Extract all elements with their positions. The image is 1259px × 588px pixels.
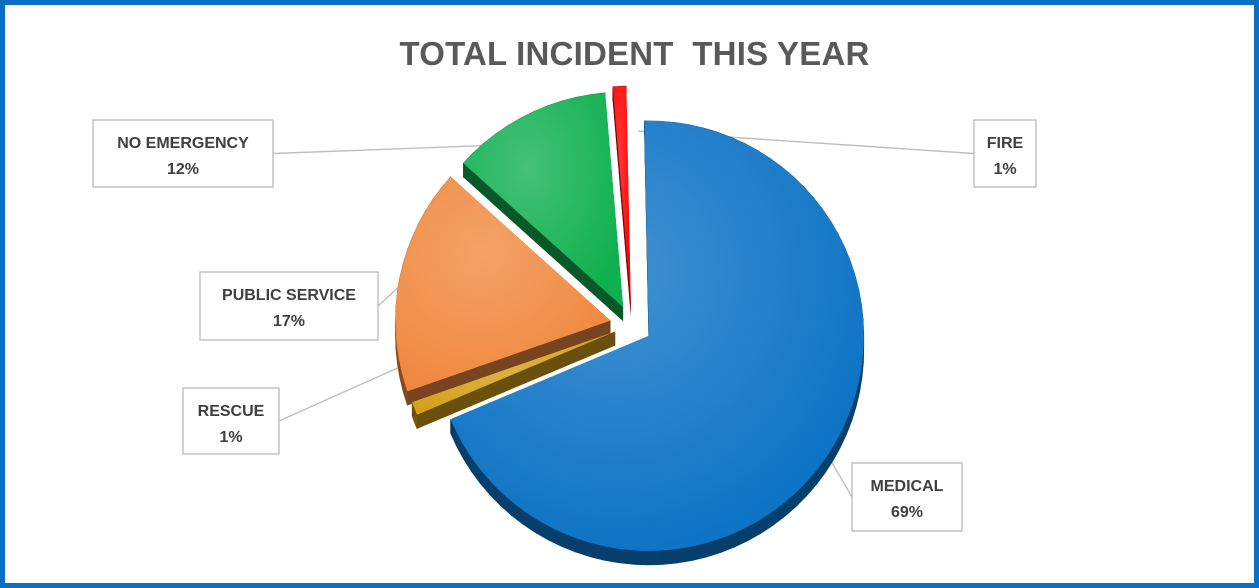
data-label-no-emergency: NO EMERGENCY (117, 135, 249, 152)
callout-box-no-emergency (92, 119, 274, 188)
callout-box-public-service (199, 271, 379, 341)
pie-wall-medical (633, 550, 649, 566)
data-value-public-service: 17% (273, 313, 305, 330)
callout-box-fire (973, 119, 1037, 188)
pie-gloss-rescue (412, 331, 616, 415)
data-label-public-service: PUBLIC SERVICE (222, 287, 356, 304)
pie-gloss-no-emergency (463, 92, 624, 308)
callout-box-rescue (182, 387, 280, 455)
data-label-rescue: RESCUE (198, 403, 265, 420)
data-value-medical: 69% (891, 504, 923, 521)
pie-edge-no-emergency (463, 163, 624, 322)
data-value-rescue: 1% (219, 429, 242, 446)
pie-gloss-public-service (395, 176, 611, 392)
data-label-medical: MEDICAL (871, 478, 944, 495)
pie-edge-fire (612, 86, 631, 316)
data-value-no-emergency: 12% (167, 161, 199, 178)
pie-wall-medical (618, 548, 634, 565)
pie-edge-public-service (407, 320, 611, 406)
pie-edge-medical (644, 120, 649, 350)
data-value-fire: 1% (993, 161, 1016, 178)
callout-box-medical (851, 462, 963, 532)
pie-gloss-fire (612, 86, 631, 302)
leader-line-rescue (278, 357, 421, 422)
chart-title: TOTAL INCIDENT THIS YEAR (399, 35, 870, 72)
data-label-fire: FIRE (987, 135, 1024, 152)
pie-wall-medical (603, 545, 619, 564)
pie-wall-medical (647, 550, 664, 566)
pie-wall-medical (662, 548, 678, 565)
pie-wall-medical (677, 546, 693, 564)
pie-gloss-medical (450, 120, 864, 551)
